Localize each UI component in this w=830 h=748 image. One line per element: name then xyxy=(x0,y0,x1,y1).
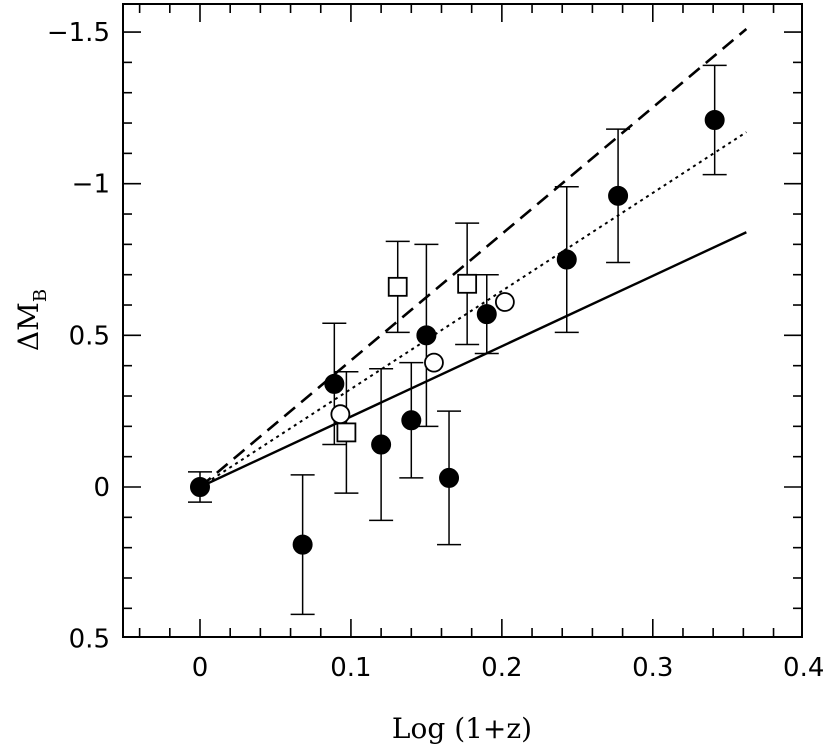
open-square-point xyxy=(387,276,408,297)
open-square-point xyxy=(336,422,357,443)
y-axis-title-subscript: B xyxy=(30,289,51,302)
filled-circle-point xyxy=(292,534,313,555)
fit-lines xyxy=(199,28,748,489)
y-axis-title-main: ΔM xyxy=(12,302,45,351)
filled-circle-point xyxy=(556,249,577,270)
filled-circle-point xyxy=(439,467,460,488)
x-tick-label: 0 xyxy=(192,653,209,683)
y-tick-label: 0.5 xyxy=(69,625,110,655)
open-circle-point xyxy=(330,404,351,425)
y-tick-label: −1.5 xyxy=(47,18,110,48)
tick-labels: 0 0.1 0.2 0.3 0.4 −1.5 −1 0.5 0 0.5 xyxy=(47,18,825,683)
filled-circle-point xyxy=(324,373,345,394)
filled-circle-point xyxy=(371,434,392,455)
y-axis-title: ΔMB xyxy=(12,289,51,351)
y-tick-label: 0 xyxy=(93,473,110,503)
filled-circle-point xyxy=(416,325,437,346)
open-circle-point xyxy=(424,352,444,373)
x-tick-label: 0.3 xyxy=(632,653,673,683)
x-tick-label: 0.1 xyxy=(330,653,371,683)
x-tick-label: 0.2 xyxy=(481,653,522,683)
open-circle-point xyxy=(494,292,515,312)
filled-circle-point xyxy=(401,410,422,431)
data-points xyxy=(188,64,727,616)
filled-circle-point xyxy=(704,110,725,131)
x-tick-label: 0.4 xyxy=(783,653,824,683)
open-square-point xyxy=(457,273,478,294)
filled-circle-point xyxy=(476,304,497,325)
dashed-line xyxy=(199,28,748,488)
y-tick-label: 0.5 xyxy=(69,321,110,351)
tick-marks xyxy=(123,4,802,637)
x-axis-title: Log (1+z) xyxy=(392,712,532,745)
y-tick-label: −1 xyxy=(72,170,110,200)
filled-circle-point xyxy=(608,185,629,206)
solid-line xyxy=(199,231,747,489)
filled-circle-point xyxy=(190,477,210,497)
dotted-line xyxy=(199,131,747,488)
plot-frame xyxy=(122,3,803,638)
